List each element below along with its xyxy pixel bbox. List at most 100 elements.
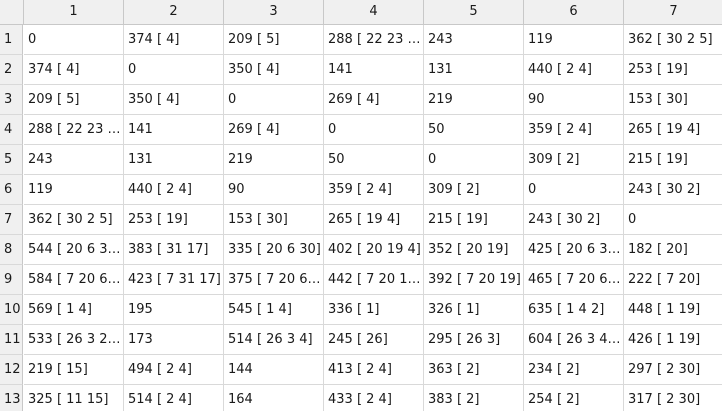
table-cell[interactable]: 253 [ 19] (624, 55, 722, 85)
table-cell[interactable]: 350 [ 4] (124, 85, 224, 115)
table-cell[interactable]: 309 [ 2] (424, 175, 524, 205)
table-cell[interactable]: 265 [ 19 4] (324, 205, 424, 235)
column-header-3[interactable]: 3 (224, 0, 324, 25)
table-cell[interactable]: 90 (524, 85, 624, 115)
row-header-11[interactable]: 11 (0, 325, 23, 355)
table-cell[interactable]: 413 [ 2 4] (324, 355, 424, 385)
table-cell[interactable]: 131 (424, 55, 524, 85)
table-cell[interactable]: 0 (524, 175, 624, 205)
table-cell[interactable]: 604 [ 26 3 4… (524, 325, 624, 355)
table-cell[interactable]: 234 [ 2] (524, 355, 624, 385)
table-cell[interactable]: 0 (424, 145, 524, 175)
table-cell[interactable]: 545 [ 1 4] (224, 295, 324, 325)
table-cell[interactable]: 182 [ 20] (624, 235, 722, 265)
table-cell[interactable]: 514 [ 26 3 4] (224, 325, 324, 355)
table-cell[interactable]: 269 [ 4] (224, 115, 324, 145)
row-header-3[interactable]: 3 (0, 85, 23, 115)
table-cell[interactable]: 297 [ 2 30] (624, 355, 722, 385)
table-cell[interactable]: 0 (324, 115, 424, 145)
table-cell[interactable]: 219 [ 15] (24, 355, 124, 385)
row-header-9[interactable]: 9 (0, 265, 23, 295)
table-cell[interactable]: 317 [ 2 30] (624, 385, 722, 411)
column-header-1[interactable]: 1 (24, 0, 124, 25)
row-header-7[interactable]: 7 (0, 205, 23, 235)
table-cell[interactable]: 359 [ 2 4] (524, 115, 624, 145)
row-header-2[interactable]: 2 (0, 55, 23, 85)
table-corner[interactable] (0, 0, 24, 25)
table-cell[interactable]: 402 [ 20 19 4] (324, 235, 424, 265)
table-cell[interactable]: 359 [ 2 4] (324, 175, 424, 205)
table-cell[interactable]: 383 [ 2] (424, 385, 524, 411)
table-cell[interactable]: 144 (224, 355, 324, 385)
table-cell[interactable]: 215 [ 19] (424, 205, 524, 235)
column-header-4[interactable]: 4 (324, 0, 424, 25)
table-cell[interactable]: 442 [ 7 20 1… (324, 265, 424, 295)
table-cell[interactable]: 269 [ 4] (324, 85, 424, 115)
table-cell[interactable]: 335 [ 20 6 30] (224, 235, 324, 265)
table-cell[interactable]: 363 [ 2] (424, 355, 524, 385)
table-cell[interactable]: 164 (224, 385, 324, 411)
column-header-5[interactable]: 5 (424, 0, 524, 25)
table-cell[interactable]: 374 [ 4] (24, 55, 124, 85)
table-cell[interactable]: 0 (24, 25, 124, 55)
table-cell[interactable]: 544 [ 20 6 3… (24, 235, 124, 265)
table-cell[interactable]: 209 [ 5] (224, 25, 324, 55)
table-cell[interactable]: 0 (124, 55, 224, 85)
row-header-10[interactable]: 10 (0, 295, 23, 325)
table-cell[interactable]: 243 (424, 25, 524, 55)
table-cell[interactable]: 309 [ 2] (524, 145, 624, 175)
table-cell[interactable]: 222 [ 7 20] (624, 265, 722, 295)
row-header-4[interactable]: 4 (0, 115, 23, 145)
table-cell[interactable]: 514 [ 2 4] (124, 385, 224, 411)
table-cell[interactable]: 569 [ 1 4] (24, 295, 124, 325)
row-header-5[interactable]: 5 (0, 145, 23, 175)
table-cell[interactable]: 119 (24, 175, 124, 205)
table-cell[interactable]: 440 [ 2 4] (524, 55, 624, 85)
table-cell[interactable]: 50 (424, 115, 524, 145)
table-cell[interactable]: 448 [ 1 19] (624, 295, 722, 325)
table-cell[interactable]: 90 (224, 175, 324, 205)
table-cell[interactable]: 326 [ 1] (424, 295, 524, 325)
table-cell[interactable]: 141 (324, 55, 424, 85)
table-cell[interactable]: 533 [ 26 3 2… (24, 325, 124, 355)
table-cell[interactable]: 173 (124, 325, 224, 355)
table-cell[interactable]: 0 (624, 205, 722, 235)
table-cell[interactable]: 325 [ 11 15] (24, 385, 124, 411)
table-cell[interactable]: 243 [ 30 2] (624, 175, 722, 205)
table-cell[interactable]: 254 [ 2] (524, 385, 624, 411)
row-header-12[interactable]: 12 (0, 355, 23, 385)
table-cell[interactable]: 153 [ 30] (624, 85, 722, 115)
table-cell[interactable]: 243 [ 30 2] (524, 205, 624, 235)
table-cell[interactable]: 50 (324, 145, 424, 175)
table-cell[interactable]: 423 [ 7 31 17] (124, 265, 224, 295)
table-cell[interactable]: 336 [ 1] (324, 295, 424, 325)
table-cell[interactable]: 295 [ 26 3] (424, 325, 524, 355)
table-cell[interactable]: 374 [ 4] (124, 25, 224, 55)
table-cell[interactable]: 245 [ 26] (324, 325, 424, 355)
table-cell[interactable]: 433 [ 2 4] (324, 385, 424, 411)
table-cell[interactable]: 440 [ 2 4] (124, 175, 224, 205)
table-cell[interactable]: 494 [ 2 4] (124, 355, 224, 385)
row-header-6[interactable]: 6 (0, 175, 23, 205)
table-cell[interactable]: 288 [ 22 23 … (324, 25, 424, 55)
table-cell[interactable]: 362 [ 30 2 5] (624, 25, 722, 55)
table-cell[interactable]: 352 [ 20 19] (424, 235, 524, 265)
table-cell[interactable]: 584 [ 7 20 6… (24, 265, 124, 295)
column-header-2[interactable]: 2 (124, 0, 224, 25)
table-cell[interactable]: 153 [ 30] (224, 205, 324, 235)
table-cell[interactable]: 265 [ 19 4] (624, 115, 722, 145)
table-cell[interactable]: 426 [ 1 19] (624, 325, 722, 355)
table-cell[interactable]: 141 (124, 115, 224, 145)
row-header-1[interactable]: 1 (0, 25, 23, 55)
table-cell[interactable]: 375 [ 7 20 6… (224, 265, 324, 295)
table-cell[interactable]: 215 [ 19] (624, 145, 722, 175)
table-cell[interactable]: 465 [ 7 20 6… (524, 265, 624, 295)
table-cell[interactable]: 362 [ 30 2 5] (24, 205, 124, 235)
column-header-6[interactable]: 6 (524, 0, 624, 25)
table-cell[interactable]: 253 [ 19] (124, 205, 224, 235)
table-cell[interactable]: 219 (224, 145, 324, 175)
table-cell[interactable]: 119 (524, 25, 624, 55)
table-cell[interactable]: 288 [ 22 23 … (24, 115, 124, 145)
table-cell[interactable]: 243 (24, 145, 124, 175)
row-header-8[interactable]: 8 (0, 235, 23, 265)
